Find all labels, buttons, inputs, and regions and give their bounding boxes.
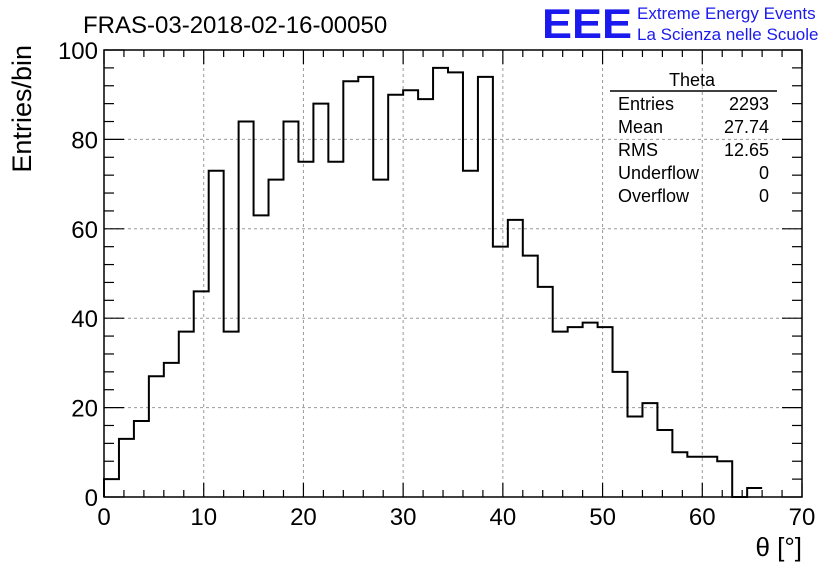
x-tick-label: 50 [589, 504, 616, 531]
y-axis-label: Entries/bin [7, 45, 37, 173]
tick-labels: 0 10 20 30 40 50 60 70 0 20 40 60 80 100 [58, 38, 815, 531]
chart-title: FRAS-03-2018-02-16-00050 [83, 12, 387, 39]
stats-row-value: 2293 [729, 94, 769, 114]
x-tick-label: 40 [490, 504, 517, 531]
x-tick-label: 30 [390, 504, 417, 531]
stats-row-label: Mean [618, 117, 663, 137]
stats-row-label: Entries [618, 94, 674, 114]
stats-row-value: 12.65 [724, 140, 769, 160]
logo-line-1: Extreme Energy Events [637, 4, 816, 23]
x-axis-label: θ [°] [755, 532, 802, 562]
stats-row-label: RMS [618, 140, 658, 160]
x-tick-label: 60 [689, 504, 716, 531]
stats-box-title: Theta [669, 70, 716, 90]
y-tick-label: 0 [85, 485, 98, 512]
y-tick-label: 20 [71, 396, 98, 423]
x-tick-label: 70 [789, 504, 816, 531]
grid [104, 50, 802, 497]
logo-line-2: La Scienza nelle Scuole [637, 25, 818, 44]
stats-box: Theta Entries 2293 Mean 27.74 RMS 12.65 Underf… [610, 70, 777, 206]
x-tick-label: 10 [190, 504, 217, 531]
plot-frame [103, 49, 803, 498]
stats-row-value: 27.74 [724, 117, 769, 137]
stats-row-value: 0 [759, 163, 769, 183]
stats-row-value: 0 [759, 186, 769, 206]
y-tick-label: 100 [58, 38, 98, 65]
x-tick-label: 20 [290, 504, 317, 531]
stats-row-label: Underflow [618, 163, 700, 183]
histogram-outline [103, 66, 763, 498]
eee-logo-mark: EEE [542, 0, 632, 47]
y-tick-label: 80 [71, 127, 98, 154]
stats-row-label: Overflow [618, 186, 690, 206]
y-tick-label: 40 [71, 306, 98, 333]
x-tick-label: 0 [97, 504, 110, 531]
y-tick-label: 60 [71, 217, 98, 244]
